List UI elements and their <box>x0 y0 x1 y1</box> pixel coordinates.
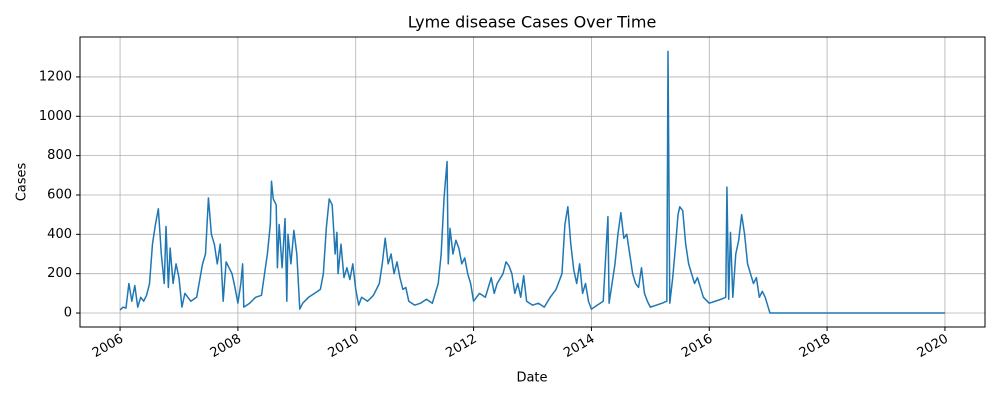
y-tick-label: 1200 <box>39 69 72 84</box>
data-line <box>119 50 945 314</box>
y-axis-label: Cases <box>15 162 30 201</box>
plot-frame <box>79 36 986 328</box>
y-tick-label: 1000 <box>39 109 72 124</box>
chart-title: Lyme disease Cases Over Time <box>408 13 657 32</box>
y-tick-label: 0 <box>64 306 72 321</box>
x-axis-label: Date <box>516 371 547 386</box>
y-tick-label: 400 <box>47 227 72 242</box>
y-tick-label: 800 <box>47 148 72 163</box>
y-tick-label: 600 <box>47 187 72 202</box>
y-tick-label: 200 <box>47 266 72 281</box>
